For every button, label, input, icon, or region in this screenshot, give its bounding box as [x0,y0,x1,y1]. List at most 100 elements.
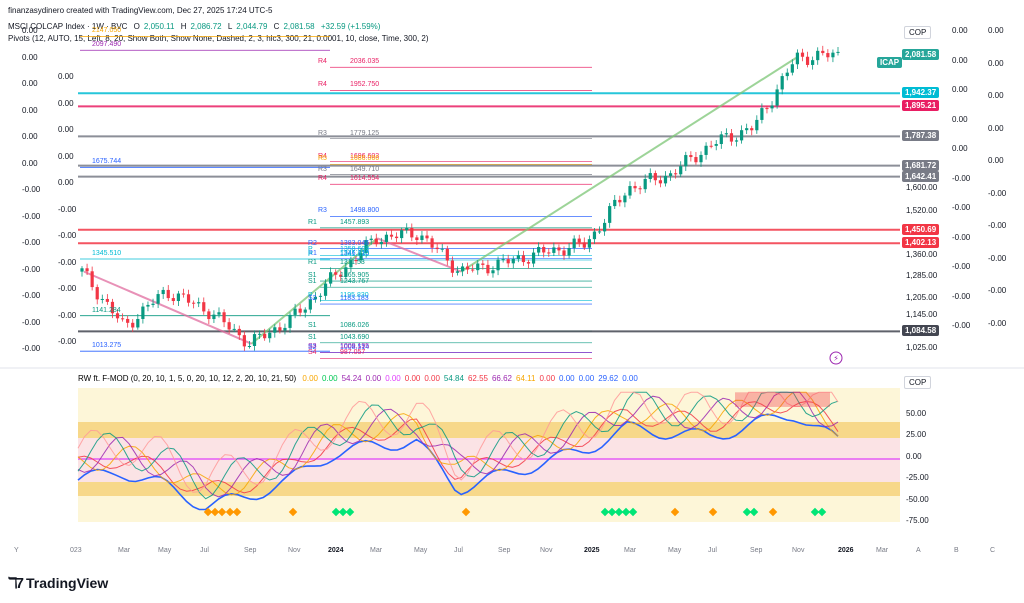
candle-body [618,199,622,203]
pivot-level: R1 [308,249,317,257]
candle-body [131,322,135,328]
candle-body [186,294,191,303]
signal-marker [749,507,759,517]
pivot-value: 1457.893 [340,218,370,226]
candle-body [268,332,272,339]
candle-body [592,231,597,240]
high-label: H [180,22,187,31]
pivot-value: 1358.608 [340,246,370,254]
time-label: Mar [118,547,131,554]
signal-marker [708,507,718,517]
price-tick: 1,205.00 [906,292,938,302]
candle-body [648,173,652,179]
zero-label-left: -0.00 [22,238,41,247]
pivot-value: 1183.183 [340,295,369,303]
candle-body [496,259,500,271]
indicator-band-upper [78,408,900,422]
pivot-value: 2036.035 [350,58,380,66]
price-badge: 1,681.72 [902,159,940,171]
candle-body [547,252,551,254]
pivot-value: 1009.195 [340,343,370,351]
time-label: Jul [200,547,209,554]
zero-label-left2: -0.00 [58,337,77,346]
candle-body [770,105,774,109]
candle-body [379,241,383,245]
currency-button-lower[interactable]: COP [904,376,932,389]
candle-body [288,314,292,328]
price-tick: 1,520.00 [906,205,938,215]
time-label: May [668,547,682,554]
price-badge: 1,402.13 [902,237,940,249]
time-label: B [954,547,959,554]
price-tick: 1,285.00 [906,270,938,280]
candle-body [805,56,810,65]
pivot-value: 1383.046 [340,239,370,247]
candle-body [638,188,642,190]
indicator-value: 64.11 [516,374,536,383]
zero-label-right2: -0.00 [988,188,1007,198]
zero-label-right: -0.00 [952,321,971,330]
currency-button[interactable]: COP [904,26,932,39]
low-value: 2,044.79 [236,22,268,31]
indicator-value: 0.00 [385,374,401,383]
candle-body [780,76,784,90]
signal-marker [331,507,341,517]
candle-body [207,311,211,320]
zero-label-right2: 0.00 [988,123,1004,133]
candle-body [303,309,307,313]
price-badge: 2,081.58 [902,48,940,60]
alert-icon[interactable] [829,351,843,365]
candle-body [283,327,287,331]
candle-body [491,270,495,274]
pivot-level: S2 [308,295,317,303]
indicator-value: 0.00 [559,374,575,383]
candle-body [597,231,602,233]
open-value: 2,050.11 [143,22,175,31]
candle-body [537,246,541,253]
candle-body [369,238,373,241]
candle-body [298,308,302,313]
candle-body [755,119,759,131]
indicator-name[interactable]: RW ft. F-MOD (0, 20, 10, 1, 5, 0, 20, 10… [78,374,297,383]
pivot-value: 1341.830 [340,251,370,258]
price-tick: 1,145.00 [906,309,938,319]
candle-body [679,166,683,175]
candle-body [252,334,257,346]
candle-body [227,322,231,330]
price-badge: 1,942.37 [902,87,940,99]
signal-marker [817,507,827,517]
author-line: finanzasydinero created with TradingView… [8,6,273,15]
candle-body [313,296,317,300]
pivots-header[interactable]: Pivots (12, AUTO, 15, Left, 8, 20, Show … [8,34,429,43]
indicator-markers [203,507,827,517]
candle-body [339,274,343,277]
pivot-value: 1952.750 [350,81,380,89]
candle-body [450,260,454,273]
indicator-value: 0.00 [322,374,338,383]
candle-body [552,247,556,253]
indicator-value: 0.00 [404,374,421,383]
candle-body [821,50,825,54]
time-label: Mar [370,547,383,554]
symbol-name[interactable]: MSCI COLCAP Index · 1W · BVC [8,22,128,31]
time-label: Sep [750,547,763,554]
pivot-level: R3 [318,207,327,215]
zero-label-left2: 0.00 [58,151,74,161]
time-label: May [158,547,172,554]
pivot-level: S4 [308,349,317,357]
zero-label-right: -0.00 [952,291,971,301]
candle-body [577,238,581,243]
candle-body [826,53,830,58]
candle-body [790,64,794,73]
candle-body [526,262,531,264]
candle-body [400,230,404,239]
time-label: Jul [708,547,717,554]
pivot-value: 1614.554 [350,175,380,183]
zero-label-right2: -0.00 [988,286,1007,295]
candle-body [344,267,348,277]
candle-body [237,328,241,336]
candle-body [658,180,663,184]
pivot-value: 1498.800 [350,207,380,215]
candle-body [699,154,703,163]
